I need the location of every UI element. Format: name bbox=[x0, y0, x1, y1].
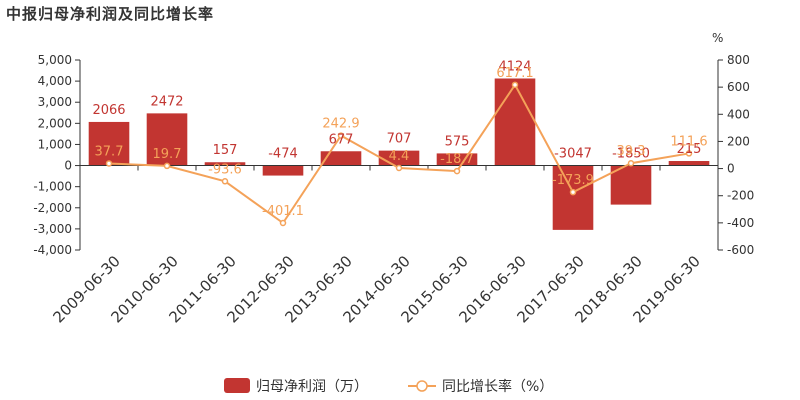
bar[interactable] bbox=[146, 113, 188, 166]
line-point[interactable] bbox=[279, 219, 287, 227]
left-tick-label: -1,000 bbox=[33, 180, 72, 194]
legend-line-label[interactable]: 同比增长率（%） bbox=[442, 378, 553, 395]
line-point[interactable] bbox=[627, 159, 635, 167]
legend[interactable]: 归母净利润（万） 同比增长率（%） bbox=[224, 378, 553, 395]
left-tick-label: 1,000 bbox=[38, 137, 72, 151]
right-tick-label: 400 bbox=[727, 107, 750, 121]
bar-value-label: -474 bbox=[268, 147, 298, 162]
line-point[interactable] bbox=[163, 162, 171, 170]
right-tick-label: 0 bbox=[727, 162, 735, 176]
line-value-label: 111.6 bbox=[670, 134, 707, 149]
bar-value-label: 2066 bbox=[92, 103, 125, 118]
bar-labels: 2066 2472 157 -474 677 707 575 4124 -3047 -1850 21… bbox=[92, 59, 701, 161]
line-point[interactable] bbox=[221, 178, 229, 185]
x-axis-ticks: 2009-06-302010-06-302011-06-302012-06-30… bbox=[49, 252, 703, 326]
line-value-label: -173.9 bbox=[552, 173, 594, 188]
line-point[interactable] bbox=[395, 164, 403, 172]
line-point[interactable] bbox=[105, 160, 113, 167]
right-tick-label: 200 bbox=[727, 134, 750, 148]
bar[interactable] bbox=[320, 151, 362, 166]
left-tick-label: 4,000 bbox=[38, 74, 72, 88]
line-value-label: -18.7 bbox=[440, 152, 474, 167]
bar[interactable] bbox=[610, 165, 652, 205]
left-tick-label: -3,000 bbox=[33, 222, 72, 236]
right-tick-label: -600 bbox=[727, 243, 754, 257]
left-tick-label: 0 bbox=[64, 159, 72, 173]
right-axis-unit: % bbox=[712, 31, 723, 45]
left-tick-label: -2,000 bbox=[33, 201, 72, 215]
line-value-label: -401.1 bbox=[262, 204, 304, 219]
line-point[interactable] bbox=[685, 150, 693, 157]
bar-value-label: 2472 bbox=[150, 94, 183, 109]
legend-bar-swatch[interactable] bbox=[224, 378, 250, 393]
line-value-label: 4.4 bbox=[389, 149, 410, 164]
legend-bar-label[interactable]: 归母净利润（万） bbox=[256, 378, 368, 395]
line-series bbox=[105, 81, 693, 227]
legend-line-marker bbox=[416, 380, 428, 392]
bar-value-label: 575 bbox=[445, 134, 470, 149]
line-value-label: 242.9 bbox=[322, 117, 359, 132]
bar[interactable] bbox=[494, 78, 536, 166]
right-tick-label: -400 bbox=[727, 216, 754, 230]
right-tick-label: 600 bbox=[727, 80, 750, 94]
right-y-axis: 800 600 400 200 0 -200 -400 -600 bbox=[717, 53, 754, 257]
line-value-label: 19.7 bbox=[153, 147, 182, 162]
left-tick-label: 2,000 bbox=[38, 116, 72, 130]
left-tick-label: -4,000 bbox=[33, 243, 72, 257]
bar-value-label: 157 bbox=[213, 143, 238, 158]
left-y-axis: 5,000 4,000 3,000 2,000 1,000 0 -1,000 -2,000 -3… bbox=[33, 53, 81, 257]
right-tick-label: -200 bbox=[727, 189, 754, 203]
left-tick-label: 5,000 bbox=[38, 53, 72, 67]
chart-title: 中报归母净利润及同比增长率 bbox=[6, 5, 215, 23]
right-tick-label: 800 bbox=[727, 53, 750, 67]
bar-series bbox=[88, 78, 710, 230]
bar-value-label: 215 bbox=[677, 142, 702, 157]
bar-value-label: 4124 bbox=[498, 59, 531, 74]
line-point[interactable] bbox=[511, 81, 519, 89]
bar-value-label: 707 bbox=[387, 132, 412, 147]
line-point[interactable] bbox=[453, 167, 461, 175]
bar[interactable] bbox=[88, 121, 130, 166]
bar-value-label: -3047 bbox=[554, 147, 592, 162]
line-point[interactable] bbox=[337, 132, 345, 139]
bar[interactable] bbox=[204, 162, 246, 166]
line-value-label: -93.6 bbox=[208, 162, 242, 177]
line-value-label: 617.1 bbox=[496, 66, 533, 81]
line-value-label: 39.3 bbox=[617, 144, 646, 159]
bar[interactable] bbox=[552, 165, 594, 230]
bar[interactable] bbox=[262, 165, 304, 176]
bar-value-label: -1850 bbox=[612, 147, 650, 162]
line-value-label: 37.7 bbox=[95, 144, 124, 159]
line-labels: 37.7 19.7 -93.6 -401.1 242.9 4.4 -18.7 617.1 -17… bbox=[95, 66, 708, 219]
bar-value-label: 677 bbox=[329, 132, 354, 147]
line-point[interactable] bbox=[569, 188, 577, 196]
bar[interactable] bbox=[668, 161, 710, 166]
left-tick-label: 3,000 bbox=[38, 95, 72, 109]
